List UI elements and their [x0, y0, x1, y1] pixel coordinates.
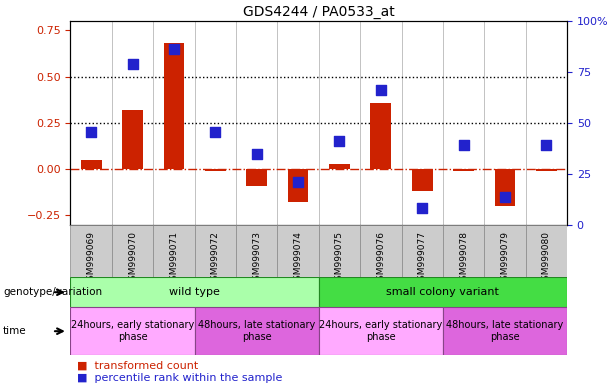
Bar	[70, 277, 319, 307]
Text: GSM999075: GSM999075	[335, 231, 344, 286]
Bar	[195, 307, 319, 355]
Bar	[246, 169, 267, 186]
Bar	[195, 225, 236, 277]
Bar	[443, 307, 567, 355]
Bar	[122, 110, 143, 169]
Text: GSM999072: GSM999072	[211, 231, 220, 286]
Text: GSM999079: GSM999079	[500, 231, 509, 286]
Text: GSM999069: GSM999069	[86, 231, 96, 286]
Bar	[153, 225, 195, 277]
Bar	[526, 225, 567, 277]
Bar	[319, 225, 360, 277]
Text: 48hours, late stationary
phase: 48hours, late stationary phase	[198, 320, 315, 342]
Point	[293, 179, 303, 185]
Bar	[205, 169, 226, 171]
Text: genotype/variation: genotype/variation	[3, 287, 102, 297]
Text: ■  percentile rank within the sample: ■ percentile rank within the sample	[77, 373, 282, 383]
Bar	[484, 225, 526, 277]
Text: GSM999078: GSM999078	[459, 231, 468, 286]
Bar	[70, 225, 112, 277]
Text: GSM999070: GSM999070	[128, 231, 137, 286]
Text: GSM999080: GSM999080	[542, 231, 551, 286]
Bar	[319, 277, 567, 307]
Point	[210, 129, 220, 135]
Bar	[412, 169, 433, 191]
Text: GSM999071: GSM999071	[169, 231, 178, 286]
Point	[169, 46, 179, 52]
Point	[128, 61, 137, 67]
Point	[86, 129, 96, 135]
Text: GSM999073: GSM999073	[252, 231, 261, 286]
Point	[541, 142, 551, 148]
Bar	[277, 225, 319, 277]
Text: GSM999074: GSM999074	[294, 231, 303, 286]
Bar	[536, 169, 557, 171]
Point	[335, 138, 345, 144]
Text: wild type: wild type	[169, 287, 220, 297]
Text: 24hours, early stationary
phase: 24hours, early stationary phase	[319, 320, 443, 342]
Bar	[370, 103, 391, 169]
Point	[376, 86, 386, 93]
Bar	[70, 307, 195, 355]
Bar	[287, 169, 308, 202]
Bar	[112, 225, 153, 277]
Bar	[81, 160, 102, 169]
Bar	[236, 225, 277, 277]
Text: GSM999077: GSM999077	[417, 231, 427, 286]
Bar	[360, 225, 402, 277]
Point	[252, 151, 262, 157]
Bar	[164, 43, 185, 169]
Point	[417, 205, 427, 211]
Bar	[495, 169, 516, 206]
Bar	[329, 164, 350, 169]
Bar	[453, 169, 474, 171]
Text: 24hours, early stationary
phase: 24hours, early stationary phase	[71, 320, 194, 342]
Text: ■  transformed count: ■ transformed count	[77, 361, 198, 371]
Point	[459, 142, 468, 148]
Title: GDS4244 / PA0533_at: GDS4244 / PA0533_at	[243, 5, 395, 19]
Text: GSM999076: GSM999076	[376, 231, 386, 286]
Point	[500, 194, 510, 200]
Text: time: time	[3, 326, 27, 336]
Text: 48hours, late stationary
phase: 48hours, late stationary phase	[446, 320, 563, 342]
Bar	[402, 225, 443, 277]
Text: small colony variant: small colony variant	[386, 287, 500, 297]
Bar	[443, 225, 484, 277]
Bar	[319, 307, 443, 355]
